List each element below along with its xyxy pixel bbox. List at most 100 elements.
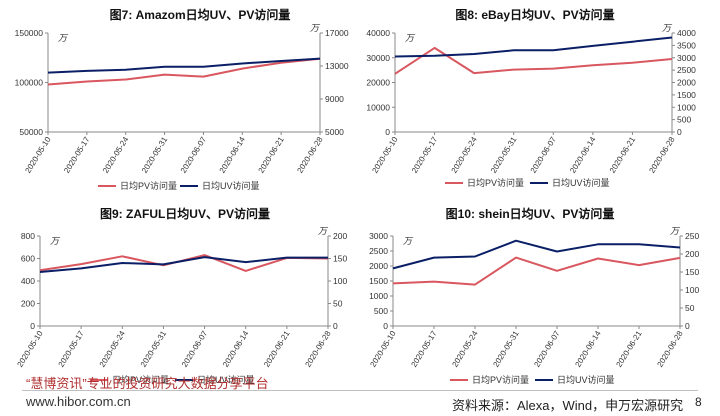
- left-tick-label: 0: [385, 127, 390, 137]
- right-tick-label: 2000: [677, 78, 696, 88]
- x-tick-label: 2020-05-10: [368, 329, 398, 369]
- left-tick-label: 50000: [19, 127, 43, 137]
- right-tick-label: 250: [685, 231, 699, 241]
- left-tick-label: 500: [374, 306, 388, 316]
- legend-label-uv: 日均UV访问量: [197, 374, 255, 385]
- left-tick-label: 40000: [366, 28, 390, 38]
- left-unit-label: 万: [58, 33, 69, 43]
- right-tick-label: 150: [685, 267, 699, 277]
- chart-title: 图10: shein日均UV、PV访问量: [446, 206, 615, 221]
- x-tick-label: 2020-06-21: [614, 329, 644, 369]
- x-tick-label: 2020-05-24: [450, 329, 480, 369]
- footer-watermark: “慧博资讯”专业的投资研究大数据分享平台: [26, 376, 269, 391]
- x-tick-label: 2020-06-21: [257, 135, 287, 175]
- left-tick-label: 1500: [369, 276, 388, 286]
- x-tick-label: 2020-06-28: [655, 329, 685, 369]
- left-tick-label: 0: [383, 321, 388, 331]
- left-tick-label: 10000: [366, 102, 390, 112]
- series-line-uv: [39, 256, 328, 273]
- right-tick-label: 200: [685, 249, 699, 259]
- left-tick-label: 3000: [369, 231, 388, 241]
- left-unit-label: 万: [405, 33, 416, 43]
- right-tick-label: 3500: [677, 40, 696, 50]
- x-tick-label: 2020-06-07: [180, 329, 210, 369]
- right-tick-label: 100: [685, 285, 699, 295]
- chart-panel-3: 图9: ZAFUL日均UV、PV访问量 0 200 400 600 800 0 50 100 15…: [15, 206, 347, 385]
- chart-panel-1: 图7: Amazom日均UV、PV访问量 50000 100000 150000 500…: [15, 7, 349, 191]
- x-tick-label: 2020-05-10: [15, 329, 45, 369]
- series-line-uv: [392, 239, 681, 270]
- right-unit-label: 万: [670, 226, 681, 236]
- x-tick-label: 2020-05-31: [491, 329, 521, 369]
- series-line-pv: [392, 256, 681, 286]
- x-tick-label: 2020-05-31: [489, 135, 519, 175]
- right-tick-label: 3000: [677, 53, 696, 63]
- footer-watermark-url: www.hibor.com.cn: [26, 394, 131, 409]
- right-tick-label: 500: [677, 115, 691, 125]
- left-unit-label: 万: [50, 236, 61, 246]
- x-tick-label: 2020-05-17: [410, 135, 440, 175]
- series-line-uv: [47, 57, 321, 74]
- x-tick-label: 2020-06-14: [568, 135, 598, 175]
- chart-title: 图8: eBay日均UV、PV访问量: [455, 7, 614, 22]
- x-tick-label: 2020-05-31: [140, 135, 170, 175]
- x-tick-label: 2020-06-14: [218, 135, 248, 175]
- footer-divider: [22, 390, 698, 391]
- x-tick-label: 2020-06-14: [573, 329, 603, 369]
- right-tick-label: 2500: [677, 65, 696, 75]
- right-tick-label: 0: [333, 321, 338, 331]
- right-unit-label: 万: [318, 226, 329, 236]
- x-tick-label: 2020-06-28: [647, 135, 677, 175]
- x-tick-label: 2020-05-17: [57, 329, 87, 369]
- left-tick-label: 600: [21, 254, 35, 264]
- left-tick-label: 20000: [366, 78, 390, 88]
- right-tick-label: 1500: [677, 90, 696, 100]
- right-tick-label: 150: [333, 254, 347, 264]
- x-tick-label: 2020-05-10: [370, 135, 400, 175]
- left-tick-label: 1000: [369, 291, 388, 301]
- chart-title: 图9: ZAFUL日均UV、PV访问量: [100, 206, 270, 221]
- right-unit-label: 万: [310, 23, 321, 33]
- left-tick-label: 30000: [366, 53, 390, 63]
- x-tick-label: 2020-05-31: [139, 329, 169, 369]
- chart-panel-2: 图8: eBay日均UV、PV访问量 0 10000 20000 30000 40000 0…: [366, 7, 696, 188]
- x-tick-label: 2020-05-17: [409, 329, 439, 369]
- right-tick-label: 4000: [677, 28, 696, 38]
- right-tick-label: 5000: [325, 127, 344, 137]
- right-tick-label: 13000: [325, 61, 349, 71]
- right-tick-label: 9000: [325, 94, 344, 104]
- legend-label-pv: 日均PV访问量: [120, 180, 177, 191]
- left-unit-label: 万: [403, 236, 414, 246]
- x-tick-label: 2020-06-28: [295, 135, 325, 175]
- chart-title: 图7: Amazom日均UV、PV访问量: [110, 7, 291, 22]
- x-tick-label: 2020-06-07: [529, 135, 559, 175]
- left-tick-label: 0: [30, 321, 35, 331]
- legend-label-uv: 日均UV访问量: [202, 180, 260, 191]
- series-line-pv: [47, 57, 321, 86]
- legend-label-pv: 日均PV访问量: [472, 374, 529, 385]
- series-line-pv: [394, 46, 673, 75]
- series-line-uv: [394, 36, 673, 58]
- right-tick-label: 100: [333, 276, 347, 286]
- x-tick-label: 2020-06-07: [532, 329, 562, 369]
- right-tick-label: 17000: [325, 28, 349, 38]
- x-tick-label: 2020-06-07: [179, 135, 209, 175]
- left-tick-label: 2500: [369, 246, 388, 256]
- x-tick-label: 2020-05-24: [101, 135, 131, 175]
- legend-label-uv: 日均UV访问量: [552, 177, 610, 188]
- left-tick-label: 400: [21, 276, 35, 286]
- x-tick-label: 2020-06-28: [303, 329, 333, 369]
- page-number: 8: [695, 395, 702, 409]
- x-tick-label: 2020-05-10: [23, 135, 53, 175]
- right-tick-label: 50: [333, 299, 343, 309]
- x-tick-label: 2020-06-21: [262, 329, 292, 369]
- left-tick-label: 200: [21, 299, 35, 309]
- x-tick-label: 2020-06-21: [608, 135, 638, 175]
- source-note: 资料来源：Alexa，Wind，申万宏源研究: [452, 398, 684, 413]
- left-tick-label: 2000: [369, 261, 388, 271]
- x-tick-label: 2020-05-24: [450, 135, 480, 175]
- legend-label-pv: 日均PV访问量: [112, 374, 169, 385]
- right-tick-label: 1000: [677, 102, 696, 112]
- right-tick-label: 0: [685, 321, 690, 331]
- left-tick-label: 150000: [15, 28, 44, 38]
